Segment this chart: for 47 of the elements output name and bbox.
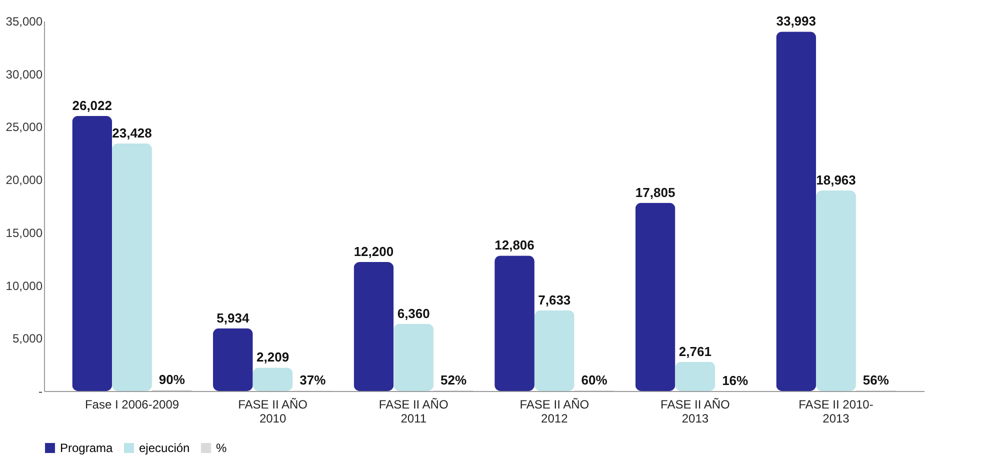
data-label: 56% bbox=[862, 372, 890, 388]
legend-label: % bbox=[216, 441, 227, 455]
y-tick-label: 25,000 bbox=[6, 120, 43, 134]
legend-label: ejecución bbox=[139, 441, 190, 455]
data-label: 18,963 bbox=[816, 172, 856, 188]
x-tick-label: FASE II AÑO 2010 bbox=[238, 398, 308, 426]
x-tick-label: Fase I 2006-2009 bbox=[84, 398, 180, 412]
bar bbox=[816, 190, 856, 391]
x-tick-label: FASE II AÑO 2012 bbox=[520, 398, 590, 426]
bar bbox=[494, 256, 534, 391]
data-label: 60% bbox=[581, 372, 608, 388]
data-label: 23,428 bbox=[112, 125, 152, 140]
y-tick-label: 35,000 bbox=[6, 14, 43, 28]
data-label: 33,993 bbox=[776, 14, 816, 29]
bar bbox=[112, 143, 152, 391]
data-label: 7,633 bbox=[538, 292, 571, 308]
data-label: 12,200 bbox=[354, 244, 394, 260]
y-tick-label: 30,000 bbox=[6, 67, 43, 82]
y-tick-label: 10,000 bbox=[6, 278, 43, 293]
data-label: 52% bbox=[440, 372, 467, 388]
bar bbox=[354, 262, 394, 391]
bar bbox=[776, 32, 816, 391]
data-label: 2,209 bbox=[256, 350, 290, 365]
data-label: 2,761 bbox=[678, 344, 712, 359]
data-label: 6,360 bbox=[397, 306, 430, 321]
data-label: 16% bbox=[722, 372, 749, 388]
data-label: 37% bbox=[300, 372, 326, 388]
bar bbox=[534, 310, 574, 391]
bar bbox=[675, 362, 716, 391]
data-label: 90% bbox=[158, 372, 186, 388]
bar bbox=[212, 328, 253, 391]
data-label: 17,805 bbox=[635, 184, 676, 200]
data-label: 5,934 bbox=[216, 310, 250, 326]
bar bbox=[72, 116, 112, 391]
y-tick-label: 5,000 bbox=[12, 332, 43, 346]
bar bbox=[394, 324, 434, 391]
y-tick-label: 15,000 bbox=[6, 226, 43, 240]
x-tick-label: FASE II AÑO 2011 bbox=[378, 398, 448, 426]
legend-label: Programa bbox=[60, 441, 114, 455]
data-label: 26,022 bbox=[72, 98, 112, 113]
y-tick-label: - bbox=[38, 384, 42, 398]
bar bbox=[635, 202, 676, 391]
x-tick-label: FASE II 2010- 2013 bbox=[798, 398, 874, 426]
bar bbox=[252, 368, 293, 391]
y-tick-label: 20,000 bbox=[6, 173, 43, 188]
data-label: 12,806 bbox=[494, 238, 534, 253]
x-tick-label: FASE II AÑO 2013 bbox=[660, 398, 730, 426]
